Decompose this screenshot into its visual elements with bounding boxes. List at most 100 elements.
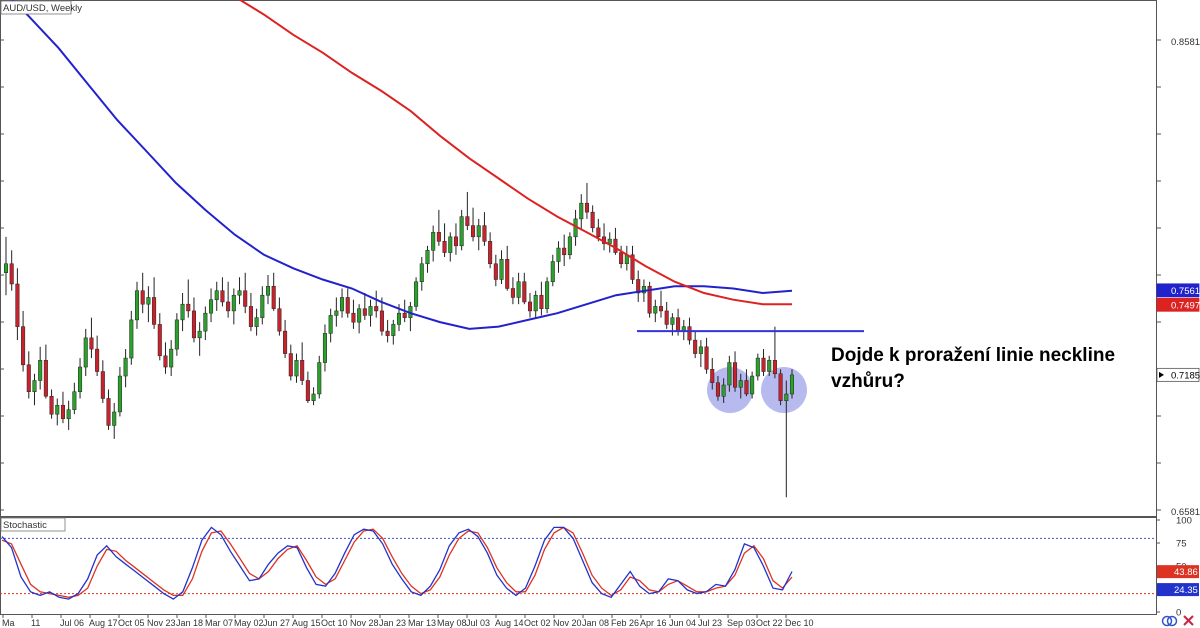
candle-body bbox=[545, 281, 550, 309]
stoch-tick-label: 0 bbox=[1176, 608, 1181, 619]
candle-body bbox=[789, 374, 795, 395]
shoulder-circle-right[interactable] bbox=[761, 367, 807, 413]
candle-body bbox=[693, 339, 698, 354]
candle-body bbox=[174, 319, 179, 350]
candle-body bbox=[32, 380, 37, 392]
candle-body bbox=[322, 333, 327, 363]
candle-body bbox=[539, 294, 544, 309]
candle-body bbox=[305, 380, 310, 401]
candle-body bbox=[658, 306, 664, 312]
candle-body bbox=[425, 250, 430, 265]
candle-body bbox=[379, 310, 384, 332]
candle-body bbox=[9, 263, 14, 285]
candle-body bbox=[351, 312, 356, 323]
stoch-tag-label: 43.86 bbox=[1174, 567, 1198, 578]
candle-body bbox=[368, 306, 373, 316]
price-tag-box bbox=[1156, 367, 1200, 382]
candle-body bbox=[579, 202, 584, 220]
candle-body bbox=[556, 247, 561, 262]
candle-body bbox=[248, 306, 253, 327]
time-tick-label: Oct 05 bbox=[118, 618, 145, 628]
candle-body bbox=[95, 348, 100, 372]
stoch-d-line bbox=[1, 526, 793, 598]
annotation-line-2: vzhůru? bbox=[831, 371, 905, 392]
price-tag-label: 0.71852 bbox=[1171, 370, 1200, 381]
price-tag-label: 0.75617 bbox=[1171, 286, 1200, 297]
stoch-tag-box bbox=[1157, 583, 1199, 597]
candle-body bbox=[772, 360, 777, 375]
shoulder-circle-left[interactable] bbox=[707, 367, 753, 413]
candle-body bbox=[442, 241, 447, 253]
candle-body bbox=[49, 395, 54, 415]
candle-body bbox=[562, 247, 567, 256]
candle-body bbox=[328, 315, 333, 334]
candle-body bbox=[334, 310, 339, 316]
time-tick-label: Aug 15 bbox=[292, 618, 321, 628]
candle-body bbox=[733, 362, 738, 388]
candle-body bbox=[362, 308, 367, 316]
candle-body bbox=[619, 252, 624, 265]
candle-body bbox=[21, 326, 26, 366]
candle-body bbox=[300, 360, 305, 381]
last-price-arrow bbox=[1159, 371, 1164, 378]
time-tick-label: Nov 28 bbox=[350, 618, 379, 628]
candle-body bbox=[265, 285, 271, 296]
stoch-tag-box bbox=[1157, 565, 1199, 579]
candle-body bbox=[83, 337, 88, 368]
candle-body bbox=[476, 225, 481, 238]
candle-body bbox=[112, 411, 117, 426]
price-tag-box bbox=[1156, 283, 1200, 298]
candle-body bbox=[590, 211, 595, 229]
price-tags: 0.75617 0.74974 0.71852 bbox=[1156, 283, 1200, 382]
candle-body bbox=[499, 259, 504, 280]
price-axis-ticks bbox=[0, 39, 1161, 511]
candle-body bbox=[38, 360, 43, 381]
candle-body bbox=[134, 290, 140, 321]
candle-body bbox=[505, 259, 510, 289]
time-tick-label: Jun 04 bbox=[669, 618, 696, 628]
time-tick-label: Aug 14 bbox=[495, 618, 524, 628]
candle-body bbox=[755, 357, 760, 377]
candle-body bbox=[254, 317, 259, 327]
candle-body bbox=[203, 312, 208, 332]
candle-body bbox=[66, 409, 71, 419]
candle-body bbox=[778, 373, 783, 401]
candle-body bbox=[100, 371, 105, 399]
close-icon[interactable] bbox=[1183, 615, 1194, 626]
time-tick-label: Ma bbox=[2, 618, 15, 628]
candle-body bbox=[687, 326, 692, 341]
time-tick-label: Mar 07 bbox=[205, 618, 233, 628]
candle-body bbox=[374, 306, 379, 312]
settings-icon[interactable] bbox=[1161, 615, 1178, 627]
candle-body bbox=[294, 360, 299, 377]
candle-body bbox=[488, 241, 493, 265]
time-tick-label: May 08 bbox=[437, 618, 467, 628]
candle-body bbox=[522, 281, 527, 303]
candle-body bbox=[146, 297, 151, 305]
time-tick-label: Dec 10 bbox=[785, 618, 814, 628]
time-tick-label: Oct 22 bbox=[756, 618, 783, 628]
time-tick-label: Jul 03 bbox=[466, 618, 490, 628]
price-tag-box bbox=[1156, 297, 1200, 312]
candle-body bbox=[89, 337, 94, 350]
candle-body bbox=[180, 303, 185, 321]
candle-body bbox=[43, 360, 48, 397]
candle-body bbox=[471, 225, 476, 238]
time-tick-label: Oct 02 bbox=[524, 618, 551, 628]
candle-body bbox=[117, 375, 122, 413]
candle-body bbox=[55, 404, 60, 415]
time-tick-label: Feb 26 bbox=[611, 618, 639, 628]
stoch-tag-label: 24.35 bbox=[1174, 585, 1198, 596]
candle-body bbox=[340, 297, 345, 312]
candle-body bbox=[436, 232, 441, 242]
candle-body bbox=[385, 330, 390, 336]
candle-body bbox=[784, 393, 789, 401]
candle-body bbox=[698, 346, 703, 354]
time-tick-label: Jul 06 bbox=[60, 618, 84, 628]
candle-body bbox=[78, 366, 83, 392]
candle-body bbox=[767, 360, 772, 372]
candle-body bbox=[191, 310, 196, 339]
candle-body bbox=[237, 290, 242, 296]
candle-body bbox=[220, 290, 225, 303]
